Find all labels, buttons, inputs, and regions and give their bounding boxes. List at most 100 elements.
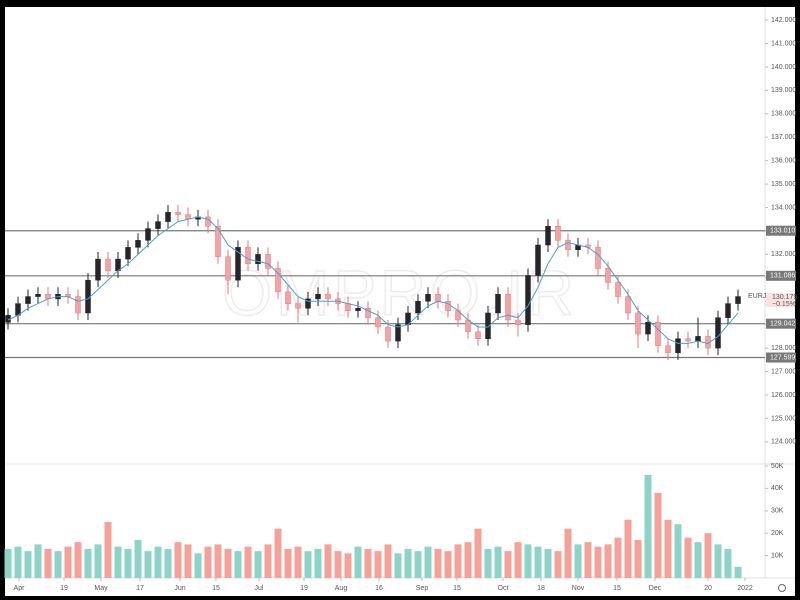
volume-bar [24,551,32,578]
volume-bar [624,519,632,578]
volume-bar [334,551,342,578]
y-tick-label: 137.000 [771,134,796,141]
candle-body [485,312,491,339]
volume-bar [514,542,522,578]
volume-bar [224,548,232,578]
candle-body [175,211,181,215]
volume-bar [534,546,542,578]
candle-body [375,317,381,328]
candle-body [495,293,501,314]
volume-bar [44,548,52,578]
last-price: 130.179 [772,294,797,301]
x-tick-label: 16 [375,585,383,592]
candle-body [685,338,691,342]
x-tick-label: 17 [136,585,144,592]
x-tick-label: 19 [300,585,308,592]
x-tick-label: 15 [613,585,621,592]
volume-bar [314,548,322,578]
candle-body [545,226,551,246]
candle-body [145,228,151,241]
volume-bar [374,551,382,578]
volume-bar [674,524,682,578]
y2-tick-label: 30K [771,508,784,515]
x-tick-label: Jun [174,585,185,592]
last-price-box [766,293,795,308]
volume-bar [554,551,562,578]
candle-body [235,247,241,281]
volume-bar [724,548,732,578]
candle-body [665,345,671,354]
volume-bar [464,542,472,578]
volume-bar [494,546,502,578]
volume-bar [34,544,42,578]
candle-body [505,293,511,321]
volume-bar [574,544,582,578]
level-label-box [766,225,796,236]
candle-body [695,336,701,342]
volume-bar [694,542,702,578]
y-tick-label: 134.000 [771,204,796,211]
y-tick-label: 136.000 [771,158,796,165]
volume-bar [544,548,552,578]
volume-bar [94,544,102,578]
volume-bar [324,544,332,578]
candle-body [215,226,221,257]
x-tick-label: 20 [704,585,712,592]
candle-body [435,293,441,302]
volume-bar [164,548,172,578]
y-tick-label: 139.000 [771,87,796,94]
candle-body [655,322,661,347]
x-tick-label: 19 [60,585,68,592]
volume-bar [564,528,572,578]
candle-body [85,279,91,314]
candle-body [25,296,31,304]
candle-body [605,268,611,283]
y-tick-label: 140.000 [771,64,796,71]
candle-body [135,240,141,248]
volume-bar [444,551,452,578]
volume-bar [434,548,442,578]
volume-bar [304,551,312,578]
volume-bar [274,528,282,578]
x-tick-label: 18 [537,585,545,592]
symbol-label: EURJPY [748,293,776,300]
volume-bar [394,553,402,578]
volume-bar [284,548,292,578]
settings-icon[interactable] [778,584,786,592]
candle-body [165,211,171,222]
volume-bar [244,546,252,578]
volume-bar [124,548,132,578]
candle-body [715,317,721,349]
volume-bar [454,544,462,578]
candle-body [385,326,391,342]
volume-bar [54,551,62,578]
level-label: 129.042 [770,321,795,328]
y-tick-label: 138.000 [771,111,796,118]
candle-body [305,298,311,309]
candle-body [125,247,131,260]
volume-bar [204,546,212,578]
candle-body [565,240,571,250]
candle-body [475,331,481,339]
candle-body [645,322,651,335]
candle-body [315,293,321,300]
volume-bar [254,551,262,578]
y2-tick-label: 20K [771,530,784,537]
level-label: 131.086 [770,273,795,280]
y-tick-label: 125.000 [771,415,796,422]
volume-bar [354,546,362,578]
volume-bar [634,539,642,578]
volume-bar [344,553,352,578]
candle-body [725,303,731,318]
candle-body [275,268,281,293]
y-tick-label: 126.000 [771,392,796,399]
candle-body [555,226,561,241]
candle-body [265,254,271,269]
candle-body [285,291,291,304]
candle-body [365,308,371,318]
watermark: OMPRO.IR [222,257,578,329]
volume-bar [524,544,532,578]
volume-bar [714,544,722,578]
level-label: 127.599 [770,354,795,361]
